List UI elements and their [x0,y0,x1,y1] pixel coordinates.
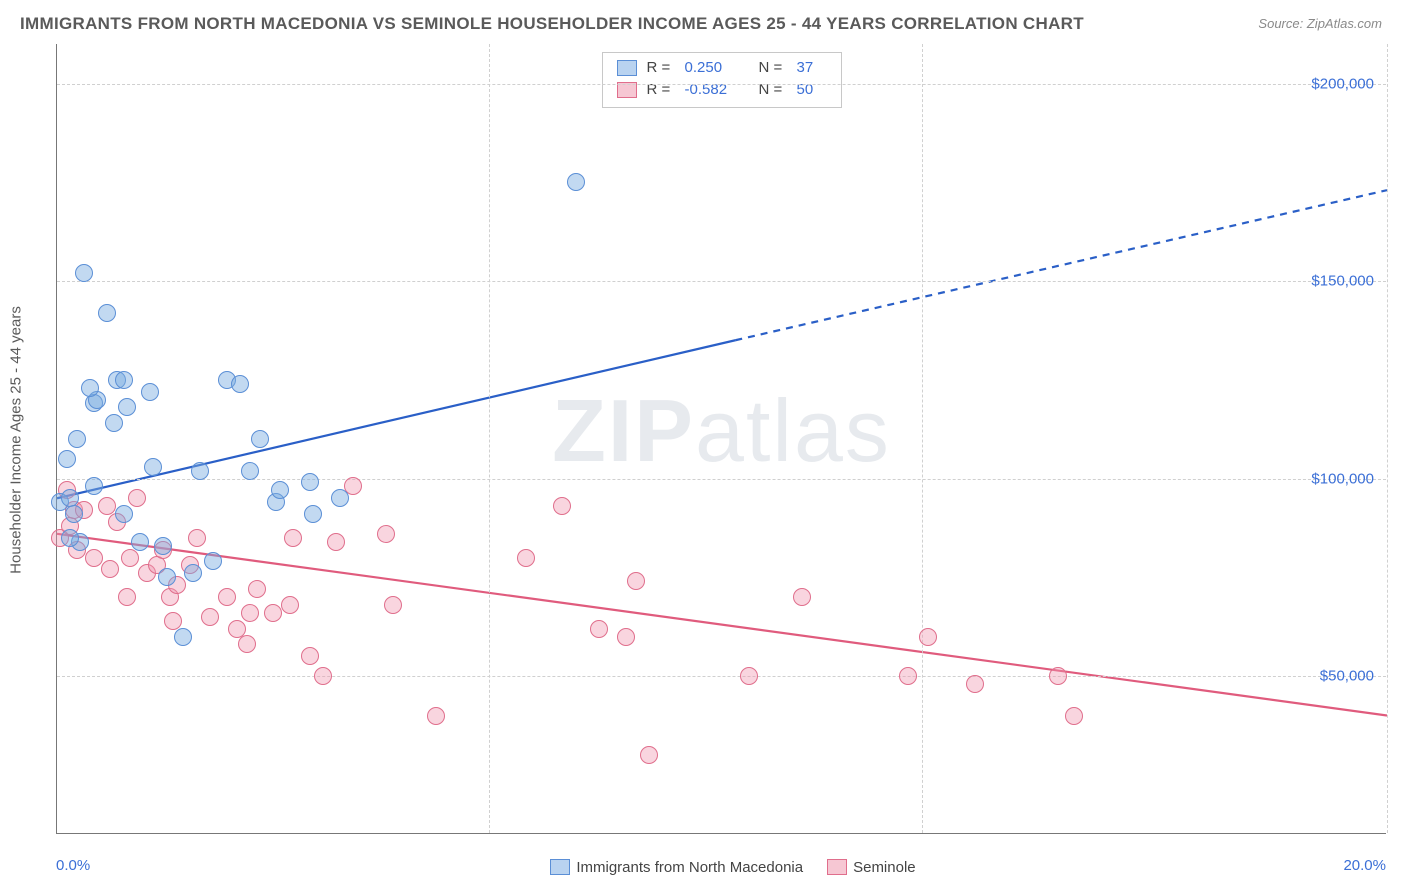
scatter-point-macedonia [141,383,159,401]
scatter-point-seminole [640,746,658,764]
scatter-point-seminole [264,604,282,622]
scatter-point-macedonia [154,537,172,555]
scatter-point-seminole [793,588,811,606]
source-attribution: Source: ZipAtlas.com [1258,16,1382,31]
source-name: ZipAtlas.com [1307,16,1382,31]
scatter-point-seminole [101,560,119,578]
scatter-point-seminole [553,497,571,515]
scatter-point-seminole [188,529,206,547]
chart-title: IMMIGRANTS FROM NORTH MACEDONIA VS SEMIN… [20,14,1084,34]
legend-swatch [827,859,847,875]
scatter-point-seminole [248,580,266,598]
scatter-point-seminole [218,588,236,606]
scatter-point-macedonia [231,375,249,393]
y-tick-label: $150,000 [1311,273,1374,290]
x-tick-max: 20.0% [1343,857,1386,874]
scatter-point-macedonia [68,430,86,448]
scatter-point-seminole [1049,667,1067,685]
scatter-point-seminole [590,620,608,638]
scatter-point-seminole [384,596,402,614]
scatter-point-macedonia [567,173,585,191]
legend-swatch [550,859,570,875]
plot-area: ZIPatlas R =0.250N =37R =-0.582N =50 $50… [56,44,1386,834]
scatter-point-macedonia [301,473,319,491]
scatter-point-seminole [377,525,395,543]
scatter-point-seminole [238,635,256,653]
trend-line [57,534,1387,716]
gridline-vertical [1387,44,1388,833]
scatter-point-seminole [281,596,299,614]
scatter-point-seminole [919,628,937,646]
scatter-point-macedonia [131,533,149,551]
scatter-point-macedonia [158,568,176,586]
scatter-point-seminole [314,667,332,685]
scatter-point-seminole [85,549,103,567]
scatter-point-seminole [201,608,219,626]
scatter-point-macedonia [98,304,116,322]
scatter-point-macedonia [251,430,269,448]
legend-series-label: Immigrants from North Macedonia [576,859,803,876]
scatter-point-seminole [899,667,917,685]
scatter-point-macedonia [81,379,99,397]
scatter-point-macedonia [75,264,93,282]
scatter-point-seminole [617,628,635,646]
scatter-point-seminole [740,667,758,685]
scatter-point-seminole [517,549,535,567]
scatter-point-macedonia [58,450,76,468]
scatter-point-seminole [241,604,259,622]
trend-line [57,340,735,498]
y-tick-label: $100,000 [1311,470,1374,487]
scatter-point-macedonia [61,529,79,547]
gridline-vertical [489,44,490,833]
scatter-point-seminole [627,572,645,590]
gridline-horizontal [57,84,1386,85]
scatter-point-seminole [1065,707,1083,725]
gridline-horizontal [57,281,1386,282]
series-legend: Immigrants from North Macedonia Seminole [56,859,1386,876]
y-tick-label: $200,000 [1311,75,1374,92]
scatter-point-seminole [327,533,345,551]
scatter-point-seminole [301,647,319,665]
scatter-point-seminole [128,489,146,507]
scatter-point-macedonia [271,481,289,499]
scatter-point-macedonia [241,462,259,480]
scatter-point-macedonia [118,398,136,416]
scatter-point-seminole [966,675,984,693]
gridline-horizontal [57,676,1386,677]
scatter-point-macedonia [65,505,83,523]
scatter-point-seminole [427,707,445,725]
x-tick-min: 0.0% [56,857,90,874]
scatter-point-macedonia [85,477,103,495]
scatter-point-macedonia [144,458,162,476]
gridline-horizontal [57,479,1386,480]
scatter-point-macedonia [204,552,222,570]
gridline-vertical [922,44,923,833]
y-tick-label: $50,000 [1320,668,1374,685]
trend-line [735,190,1387,340]
scatter-point-macedonia [174,628,192,646]
source-label: Source: [1258,16,1303,31]
scatter-point-macedonia [105,414,123,432]
scatter-point-seminole [284,529,302,547]
scatter-point-macedonia [115,505,133,523]
legend-series-label: Seminole [853,859,916,876]
scatter-point-macedonia [191,462,209,480]
scatter-point-seminole [121,549,139,567]
scatter-point-seminole [118,588,136,606]
scatter-point-macedonia [304,505,322,523]
scatter-point-macedonia [184,564,202,582]
scatter-point-macedonia [331,489,349,507]
y-axis-label: Householder Income Ages 25 - 44 years [8,306,25,574]
scatter-point-macedonia [115,371,133,389]
